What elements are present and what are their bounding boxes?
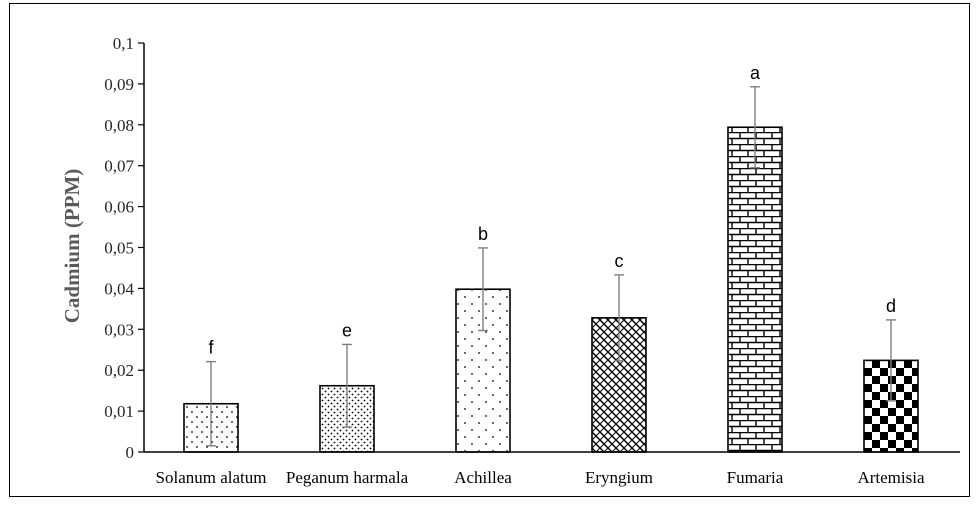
- x-tick-label: Artemisia: [857, 468, 924, 487]
- significance-label: e: [342, 320, 352, 340]
- y-tick-label: 0,09: [104, 75, 134, 94]
- error-bars: [206, 86, 896, 447]
- significance-label: d: [886, 296, 896, 316]
- significance-label: b: [478, 224, 488, 244]
- chart-frame: [9, 3, 970, 497]
- significance-label: f: [208, 338, 214, 358]
- y-tick-label: 0: [126, 443, 135, 462]
- x-tick-label: Achillea: [454, 468, 512, 487]
- y-tick-label: 0,08: [104, 116, 134, 135]
- y-tick-label: 0,04: [104, 279, 134, 298]
- y-tick-label: 0,1: [113, 34, 134, 53]
- x-axis-labels: Solanum alatum Peganum harmala Achillea Ery…: [156, 468, 925, 487]
- y-tick-label: 0,06: [104, 198, 134, 217]
- y-tick-label: 0,03: [104, 320, 134, 339]
- bars: [183, 126, 919, 453]
- y-tick-label: 0,05: [104, 239, 134, 258]
- x-tick-label: Fumaria: [727, 468, 784, 487]
- x-tick-label: Solanum alatum: [156, 468, 267, 487]
- bar: [727, 126, 783, 453]
- y-tick-label: 0,01: [104, 402, 134, 421]
- y-tick-label: 0,02: [104, 361, 134, 380]
- x-tick-label: Eryngium: [585, 468, 653, 487]
- significance-labels: f e b c a d: [208, 63, 896, 358]
- x-tick-label: Peganum harmala: [286, 468, 409, 487]
- significance-label: c: [615, 251, 624, 271]
- y-axis-ticks: 0 0,01 0,02 0,03 0,04 0,05 0,06 0,07 0,08 0,09 0,1: [104, 34, 144, 462]
- significance-label: a: [750, 63, 761, 83]
- y-axis-title: Cadmium (PPM): [60, 169, 84, 324]
- y-tick-label: 0,07: [104, 157, 134, 176]
